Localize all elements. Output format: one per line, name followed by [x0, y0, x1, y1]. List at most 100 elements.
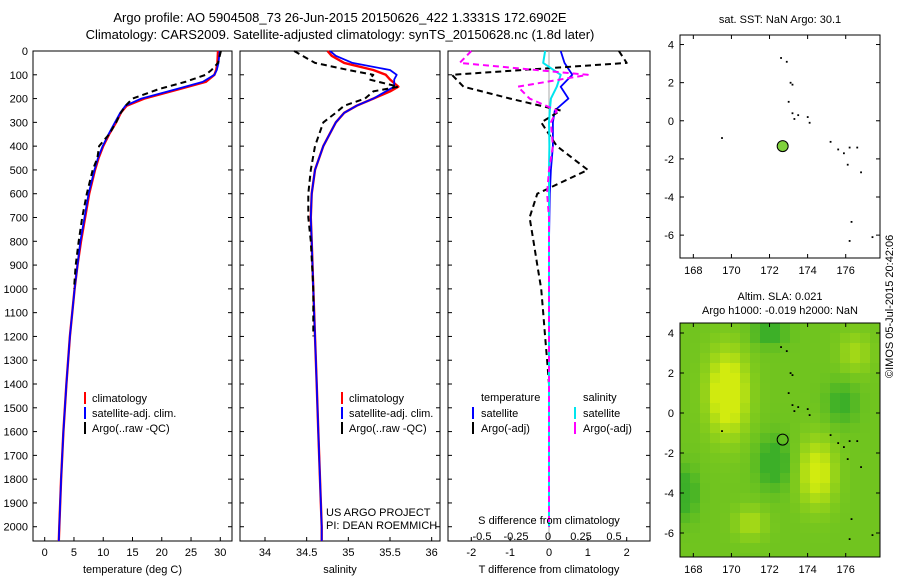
- heatmap-cell: [710, 473, 720, 483]
- heatmap-cell: [810, 333, 820, 343]
- heatmap-cell: [750, 473, 760, 483]
- heatmap-cell: [750, 533, 760, 543]
- heatmap-cell: [740, 433, 750, 443]
- island-dot: [785, 60, 788, 63]
- heatmap-cell: [710, 523, 720, 533]
- argo-float-marker: [776, 140, 789, 153]
- heatmap-cell: [780, 413, 790, 423]
- heatmap-cell: [840, 383, 850, 393]
- heatmap-cell: [780, 333, 790, 343]
- series-satellite-adj-clim-: [309, 50, 398, 541]
- heatmap-cell: [840, 453, 850, 463]
- heatmap-cell: [790, 463, 800, 473]
- heatmap-cell: [780, 503, 790, 513]
- heatmap-cell: [850, 543, 860, 553]
- heatmap-cell: [760, 463, 770, 473]
- depth-tick-label: 1000: [4, 284, 28, 296]
- heatmap-cell: [800, 503, 810, 513]
- legend-label: satellite: [481, 408, 518, 420]
- heatmap-cell: [840, 413, 850, 423]
- heatmap-cell: [720, 323, 730, 333]
- heatmap-cell: [770, 343, 780, 353]
- heatmap-cell: [680, 383, 690, 393]
- heatmap-cell: [780, 343, 790, 353]
- series-climatology: [57, 50, 220, 542]
- heatmap-cell: [850, 403, 860, 413]
- map-x-tick-label: 168: [684, 265, 702, 277]
- heatmap-cell: [700, 423, 710, 433]
- heatmap-cell: [690, 473, 700, 483]
- heatmap-cell: [750, 483, 760, 493]
- x-tick-label: -2: [466, 547, 476, 559]
- island-dot: [837, 442, 840, 444]
- series-temperature-satellite: [548, 50, 574, 527]
- heatmap-cell: [870, 463, 880, 473]
- heatmap-cell: [850, 343, 860, 353]
- heatmap-cell: [840, 323, 850, 333]
- heatmap-cell: [820, 413, 830, 423]
- heatmap-cell: [840, 473, 850, 483]
- heatmap-cell: [760, 523, 770, 533]
- heatmap-cell: [750, 333, 760, 343]
- heatmap-cell: [850, 393, 860, 403]
- map-y-tick-label: -2: [664, 154, 674, 166]
- island-dot: [860, 171, 862, 174]
- heatmap-cell: [820, 393, 830, 403]
- heatmap-cell: [690, 343, 700, 353]
- heatmap-cell: [740, 333, 750, 343]
- heatmap-cell: [690, 453, 700, 463]
- heatmap-cell: [750, 453, 760, 463]
- heatmap-cell: [800, 373, 810, 383]
- map-x-tick-label: 172: [760, 564, 778, 576]
- heatmap-cell: [730, 353, 740, 363]
- island-dot: [791, 83, 794, 86]
- heatmap-cell: [860, 363, 870, 373]
- heatmap-cell: [680, 363, 690, 373]
- heatmap-cell: [760, 533, 770, 543]
- heatmap-cell: [830, 553, 840, 557]
- x-tick-label: 1: [585, 547, 591, 559]
- map-y-tick-label: -6: [664, 230, 674, 242]
- heatmap-cell: [680, 443, 690, 453]
- heatmap-cell: [770, 533, 780, 543]
- heatmap-cell: [840, 333, 850, 343]
- heatmap-cell: [790, 393, 800, 403]
- depth-tick-label: 300: [10, 117, 28, 129]
- heatmap-cell: [860, 533, 870, 543]
- island-dot: [850, 220, 853, 223]
- heatmap-cell: [860, 353, 870, 363]
- heatmap-cell: [780, 543, 790, 553]
- heatmap-cell: [810, 493, 820, 503]
- heatmap-cell: [860, 433, 870, 443]
- heatmap-cell: [820, 473, 830, 483]
- heatmap-cell: [790, 503, 800, 513]
- heatmap-cell: [760, 493, 770, 503]
- heatmap-cell: [750, 553, 760, 557]
- heatmap-cell: [740, 423, 750, 433]
- heatmap-cell: [700, 383, 710, 393]
- map-x-tick-label: 176: [837, 564, 855, 576]
- heatmap-cell: [700, 363, 710, 373]
- heatmap-cell: [780, 483, 790, 493]
- x-tick-label: 25: [185, 547, 197, 559]
- heatmap-cell: [730, 433, 740, 443]
- heatmap-cell: [710, 553, 720, 557]
- heatmap-cell: [820, 513, 830, 523]
- heatmap-cell: [740, 553, 750, 557]
- map-y-tick-label: -2: [664, 448, 674, 460]
- heatmap-cell: [760, 483, 770, 493]
- heatmap-cell: [830, 483, 840, 493]
- heatmap-cell: [800, 413, 810, 423]
- heatmap-cell: [860, 333, 870, 343]
- heatmap-cell: [750, 363, 760, 373]
- heatmap-cell: [720, 433, 730, 443]
- island-dot: [791, 374, 794, 376]
- island-dot: [850, 518, 853, 520]
- heatmap-cell: [840, 493, 850, 503]
- heatmap-cell: [870, 543, 880, 553]
- heatmap-cell: [690, 543, 700, 553]
- heatmap-cell: [840, 463, 850, 473]
- heatmap-cell: [720, 503, 730, 513]
- heatmap-cell: [860, 413, 870, 423]
- heatmap-cell: [780, 393, 790, 403]
